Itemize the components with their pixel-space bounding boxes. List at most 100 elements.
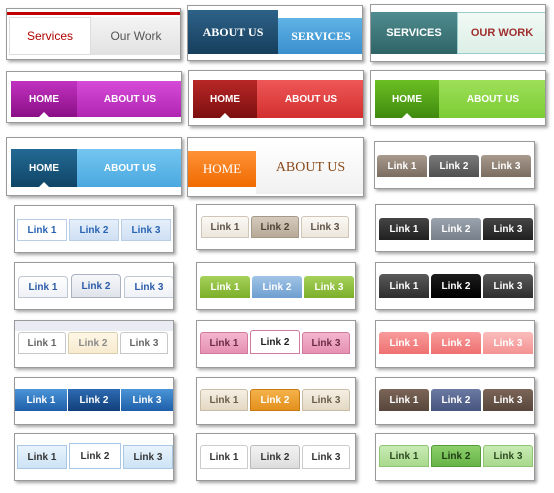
tab-link-2-label: Link 2 [441,394,471,406]
tab-link-1-label: Link 1 [27,224,57,236]
tab-link-3[interactable]: Link 3 [304,276,354,298]
tab-link-2[interactable]: Link 2 [250,389,300,411]
tab-link-1[interactable]: Link 1 [18,332,66,354]
menu-home-aboutus-green: HOME ABOUT US [370,70,546,126]
tab-home[interactable]: HOME [11,149,77,187]
tab-link-1[interactable]: Link 1 [200,276,250,298]
tab-link-2[interactable]: Link 2 [250,445,300,469]
tab-link-1[interactable]: Link 1 [18,276,68,298]
tab-link-2[interactable]: Link 2 [431,274,481,298]
tab-home[interactable]: HOME [11,81,77,117]
tab-link-1[interactable]: Link 1 [200,445,248,469]
tab-link-2-label: Link 2 [262,281,292,293]
menu-home-aboutus-orange: HOME ABOUT US [187,137,364,197]
menu-links-black: Link 1 Link 2 Link 3 [375,262,535,310]
tab-link-3[interactable]: Link 3 [120,332,168,354]
tab-link-2-label: Link 2 [80,450,110,462]
tab-link-3-label: Link 3 [493,223,523,235]
tab-link-3[interactable]: Link 3 [483,332,533,354]
tab-link-2[interactable]: Link 2 [71,274,121,298]
tab-link-3[interactable]: Link 3 [301,216,349,238]
tab-link-2[interactable]: Link 2 [431,445,481,467]
tab-link-2[interactable]: Link 2 [252,276,302,298]
tab-link-3[interactable]: Link 3 [302,389,350,411]
tab-link-2[interactable]: Link 2 [68,332,118,354]
tab-link-2[interactable]: Link 2 [69,443,121,469]
menu-links-greybrown: Link 1 Link 2 Link 3 [374,141,535,189]
tab-about-us[interactable]: ABOUT US [257,80,363,118]
tab-services-label: SERVICES [386,27,442,39]
menu-links-white-rounded: Link 1 Link 2 Link 3 [14,262,174,310]
tab-our-work[interactable]: Our Work [91,17,180,55]
tab-link-2[interactable]: Link 2 [250,330,300,354]
tab-link-2[interactable]: Link 2 [431,218,481,240]
tab-about-us-label: ABOUT US [284,93,338,105]
tab-link-2[interactable]: Link 2 [431,332,481,354]
tab-our-work[interactable]: OUR WORK [457,12,545,54]
tab-about-us[interactable]: ABOUT US [77,149,181,187]
tab-link-2-label: Link 2 [441,337,471,349]
tab-link-1[interactable]: Link 1 [15,389,67,411]
tab-link-3[interactable]: Link 3 [483,445,533,467]
tab-about-us[interactable]: ABOUT US [439,80,545,118]
bar-strip [15,321,173,331]
tab-link-2[interactable]: Link 2 [68,389,120,411]
tab-link-3-label: Link 3 [493,450,523,462]
tab-link-1[interactable]: Link 1 [17,445,67,469]
tab-link-3[interactable]: Link 3 [302,332,350,354]
tab-home-label: HOME [392,93,422,105]
tab-link-1-label: Link 1 [389,280,419,292]
tab-link-3-label: Link 3 [311,337,341,349]
tab-link-2[interactable]: Link 2 [251,216,299,238]
tab-link-1[interactable]: Link 1 [200,389,248,411]
tab-link-1-label: Link 1 [209,451,239,463]
tab-home-label: HOME [202,161,242,176]
tab-link-2[interactable]: Link 2 [431,389,481,411]
tab-our-work-label: Our Work [110,29,162,43]
tab-link-1[interactable]: Link 1 [379,332,429,354]
tab-link-1[interactable]: Link 1 [201,216,249,238]
tab-link-1[interactable]: Link 1 [379,218,429,240]
menu-links-grey-white: Link 1 Link 2 Link 3 [196,433,356,481]
tab-link-2-label: Link 2 [260,394,290,406]
tab-about-us[interactable]: ABOUT US [256,142,363,194]
tab-link-1[interactable]: Link 1 [200,332,248,354]
tab-services[interactable]: SERVICES [371,12,457,54]
tab-services[interactable]: Services [9,17,91,55]
tab-link-1[interactable]: Link 1 [379,274,429,298]
tab-link-3[interactable]: Link 3 [121,389,173,411]
tab-link-1[interactable]: Link 1 [377,155,427,177]
tab-link-3[interactable]: Link 3 [481,155,531,177]
tab-home[interactable]: HOME [375,80,439,118]
tab-link-3-label: Link 3 [491,160,521,172]
tab-link-1-label: Link 1 [387,160,417,172]
active-pointer [220,113,230,118]
tab-link-3[interactable]: Link 3 [483,389,533,411]
tab-link-3-label: Link 3 [310,221,340,233]
tab-link-3[interactable]: Link 3 [121,219,171,241]
tab-link-1[interactable]: Link 1 [17,219,67,241]
tab-link-3[interactable]: Link 3 [302,445,350,469]
tab-link-3[interactable]: Link 3 [123,445,173,469]
active-pointer [402,113,412,118]
tab-link-3[interactable]: Link 3 [124,276,173,298]
tab-link-1-label: Link 1 [209,394,239,406]
tab-about-us-label: ABOUT US [103,93,157,105]
tab-link-1[interactable]: Link 1 [379,445,429,467]
menu-links-tan-orange: Link 1 Link 2 Link 3 [196,377,356,425]
tab-link-1-label: Link 1 [389,450,419,462]
tab-link-1[interactable]: Link 1 [379,389,429,411]
tab-home[interactable]: HOME [193,80,257,118]
tab-about-us-label: ABOUT US [275,160,346,175]
tab-link-3-label: Link 3 [311,394,341,406]
tab-link-2[interactable]: Link 2 [69,219,119,241]
tab-link-3[interactable]: Link 3 [483,274,533,298]
tab-link-3[interactable]: Link 3 [483,218,533,240]
tab-services[interactable]: SERVICES [278,18,362,54]
tab-about-us[interactable]: ABOUT US [188,10,278,54]
tab-link-2[interactable]: Link 2 [429,155,479,177]
menu-services-ourwork-teal: SERVICES OUR WORK [370,4,546,62]
tab-home[interactable]: HOME [188,151,256,187]
tab-about-us[interactable]: ABOUT US [77,81,181,117]
menu-home-aboutus-lightblue: HOME ABOUT US [6,137,182,196]
